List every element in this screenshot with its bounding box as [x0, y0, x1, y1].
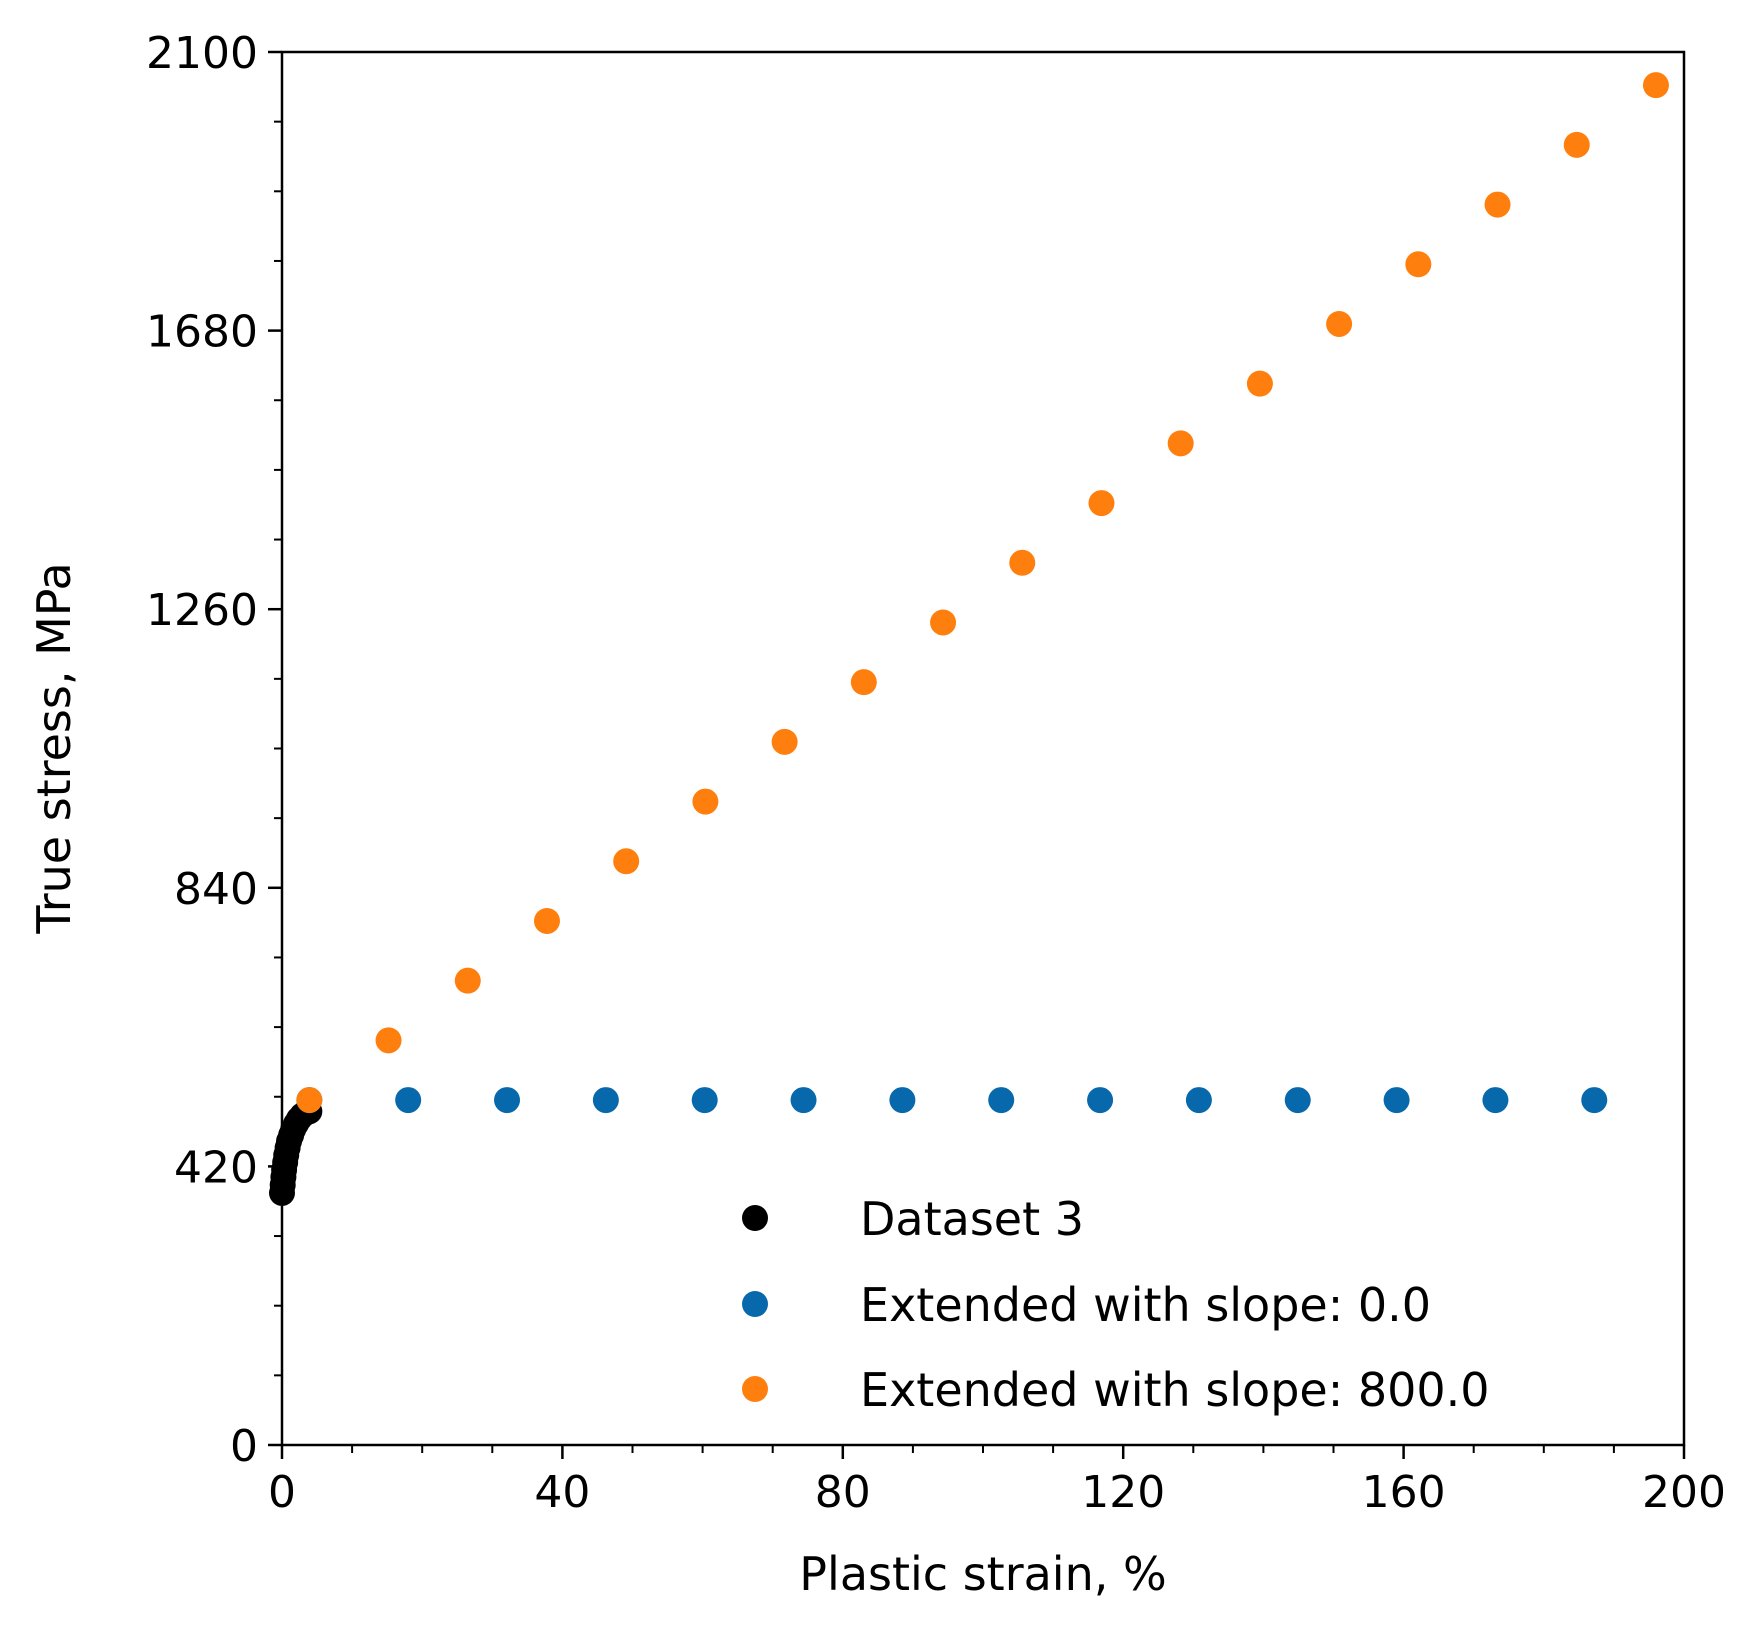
series-1-point-10 — [1284, 1087, 1311, 1114]
x-tick-label-3: 120 — [1081, 1467, 1165, 1518]
series-2-point-7 — [850, 669, 877, 696]
series-2-point-17 — [1642, 72, 1669, 99]
series-1-point-2 — [494, 1087, 521, 1114]
series-1-point-7 — [988, 1087, 1015, 1114]
series-2-point-5 — [692, 788, 719, 815]
series-1-point-9 — [1185, 1087, 1212, 1114]
series-1-point-5 — [790, 1087, 817, 1114]
x-tick-label-0: 0 — [268, 1467, 296, 1518]
x-axis-label: Plastic strain, % — [799, 1547, 1166, 1601]
series-2-point-8 — [930, 609, 957, 636]
y-tick-label-2: 840 — [174, 864, 258, 915]
series-2-point-16 — [1563, 131, 1590, 158]
series-1-point-12 — [1482, 1087, 1509, 1114]
series-2-point-13 — [1326, 310, 1353, 337]
series-1-point-3 — [592, 1087, 619, 1114]
x-tick-label-4: 160 — [1362, 1467, 1446, 1518]
series-1-point-6 — [889, 1087, 916, 1114]
series-2-point-4 — [613, 848, 640, 875]
axis-ticks: 0 40 80 120 160 200 0 420 840 1260 1680 2100 — [146, 28, 1726, 1518]
series-2-point-0 — [296, 1087, 323, 1114]
y-tick-label-3: 1260 — [146, 585, 258, 636]
y-axis-label: True stress, MPa — [27, 562, 81, 934]
series-2-point-6 — [771, 728, 798, 755]
y-tick-label-1: 420 — [174, 1142, 258, 1193]
legend: Dataset 3 Extended with slope: 0.0 Extende… — [742, 1192, 1490, 1417]
series-1-point-8 — [1087, 1087, 1114, 1114]
legend-label-0: Dataset 3 — [860, 1192, 1084, 1246]
series-2-point-9 — [1009, 549, 1036, 576]
x-tick-label-1: 40 — [534, 1467, 590, 1518]
x-tick-label-2: 80 — [815, 1467, 871, 1518]
series-2-point-1 — [375, 1027, 402, 1054]
series-2-point-2 — [454, 967, 481, 994]
series-2-point-14 — [1405, 251, 1432, 278]
series-2-point-3 — [533, 907, 560, 934]
legend-label-2: Extended with slope: 800.0 — [860, 1363, 1490, 1417]
legend-marker-2 — [742, 1376, 768, 1402]
plot-marks — [269, 72, 1669, 1206]
legend-marker-1 — [742, 1291, 768, 1317]
x-tick-label-5: 200 — [1642, 1467, 1726, 1518]
series-2-point-10 — [1088, 490, 1115, 517]
y-tick-label-5: 2100 — [146, 28, 258, 79]
series-2-point-15 — [1484, 191, 1511, 218]
series-2-point-11 — [1167, 430, 1194, 457]
series-1-point-1 — [395, 1087, 422, 1114]
legend-label-1: Extended with slope: 0.0 — [860, 1278, 1431, 1332]
series-2-point-12 — [1246, 370, 1273, 397]
series-1-point-11 — [1383, 1087, 1410, 1114]
y-tick-label-0: 0 — [230, 1421, 258, 1472]
y-tick-label-4: 1680 — [146, 307, 258, 358]
series-1-point-4 — [691, 1087, 718, 1114]
legend-marker-0 — [742, 1205, 768, 1231]
series-1-point-13 — [1581, 1087, 1608, 1114]
